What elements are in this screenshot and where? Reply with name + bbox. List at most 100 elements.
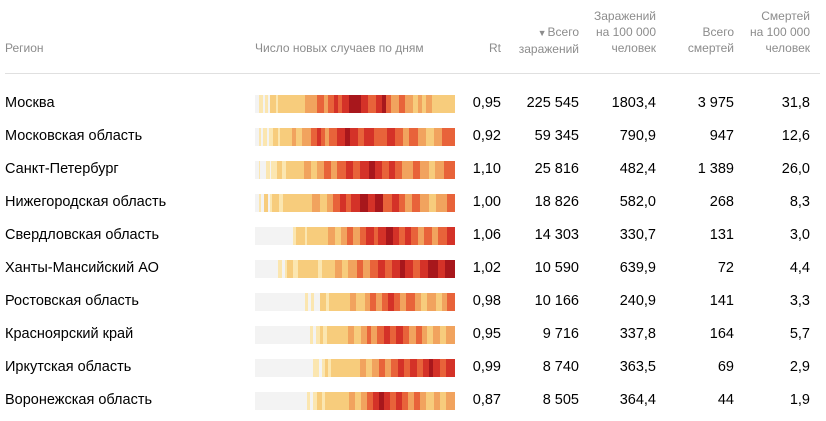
strip-segment [340,227,348,245]
strip-segment [391,260,400,278]
strip-segment [318,260,322,278]
strip-segment [364,293,371,311]
header-total-deaths[interactable]: Всего смертей [687,25,734,55]
strip-segment [444,260,455,278]
strip-segment [417,128,426,146]
strip-segment [446,326,455,344]
rt-value: 1,06 [472,227,501,243]
total-deaths-value: 3 975 [697,95,734,111]
strip-segment [320,128,325,146]
strip-segment [310,128,317,146]
strip-segment [263,128,268,146]
daily-cases-strip [255,161,455,179]
strip-segment [378,227,387,245]
strip-segment [255,128,260,146]
strip-segment [269,194,272,212]
region-name[interactable]: Санкт-Петербург [5,161,119,177]
region-name[interactable]: Иркутская область [5,359,132,375]
strip-segment [347,227,354,245]
table-row[interactable]: Московская область 0,92 59 345 790,9 947 12,6 [0,120,826,153]
strip-segment [311,293,315,311]
strip-segment [366,326,371,344]
region-name[interactable]: Свердловская область [5,227,160,243]
strip-segment [328,227,335,245]
strip-segment [431,95,455,113]
strip-segment [419,392,426,410]
strip-segment [255,326,311,344]
strip-segment [437,227,448,245]
strip-segment [398,227,405,245]
strip-segment [296,128,303,146]
strip-segment [422,359,429,377]
strip-segment [374,161,383,179]
strip-segment [353,227,360,245]
table-row[interactable]: Воронежская область 0,87 8 505 364,4 44 1,9 [0,384,826,417]
strip-segment [255,95,259,113]
table-row[interactable]: Иркутская область 0,99 8 740 363,5 69 2,9 [0,351,826,384]
total-deaths-value: 268 [709,194,734,210]
region-name[interactable]: Воронежская область [5,392,153,408]
region-name[interactable]: Москва [5,95,55,111]
strip-segment [273,128,278,146]
strip-segment [419,194,429,212]
strip-segment [404,95,413,113]
table-row[interactable]: Ростовская область 0,98 10 166 240,9 141 3,3 [0,285,826,318]
daily-cases-strip [255,95,455,113]
strip-segment [292,227,296,245]
strip-segment [341,95,350,113]
region-name[interactable]: Красноярский край [5,326,134,342]
region-name[interactable]: Ростовская область [5,293,139,309]
strip-segment [363,128,375,146]
strip-segment [370,293,377,311]
strip-segment [261,128,264,146]
header-cases-per-100k[interactable]: Заражений на 100 000 человек [593,9,656,55]
table-row[interactable]: Москва 0,95 225 545 1803,4 3 975 31,8 [0,87,826,120]
strip-segment [376,95,382,113]
strip-segment [267,128,270,146]
header-region[interactable]: Регион [5,41,44,55]
strip-segment [316,95,325,113]
strip-segment [394,128,404,146]
strip-segment [373,227,379,245]
region-name[interactable]: Ханты-Мансийский АО [5,260,159,276]
strip-segment [423,227,432,245]
rt-value: 1,10 [472,161,501,177]
strip-segment [336,161,346,179]
strip-segment [389,326,396,344]
strip-segment [255,260,279,278]
header-rt[interactable]: Rt [489,41,501,55]
strip-segment [326,293,330,311]
strip-segment [428,260,439,278]
header-deaths-per-100k[interactable]: Смертей на 100 000 человек [749,9,810,55]
strip-segment [370,326,377,344]
daily-cases-strip [255,194,455,212]
strip-segment [319,194,328,212]
table-row[interactable]: Ханты-Мансийский АО 1,02 10 590 639,9 72 4,4 [0,252,826,285]
strip-segment [311,161,317,179]
strip-segment [447,194,455,212]
total-cases-value: 59 345 [534,128,579,144]
strip-segment [325,359,328,377]
daily-cases-strip [255,326,455,344]
region-name[interactable]: Нижегородская область [5,194,167,210]
strip-segment [412,194,420,212]
strip-segment [349,128,358,146]
table-row[interactable]: Нижегородская область 1,00 18 826 582,0 268 8… [0,186,826,219]
strip-segment [276,95,279,113]
header-total-cases[interactable]: ▼Всего заражений [518,25,579,56]
strip-segment [310,326,313,344]
strip-segment [276,161,283,179]
strip-segment [421,326,428,344]
table-row[interactable]: Санкт-Петербург 1,10 25 816 482,4 1 389 26,0 [0,153,826,186]
table-row[interactable]: Свердловская область 1,06 14 303 330,7 131 3,… [0,219,826,252]
strip-segment [337,95,342,113]
strip-segment [264,95,269,113]
total-deaths-value: 1 389 [697,161,734,177]
cases-per-100k-value: 790,9 [619,128,656,144]
strip-segment [420,161,430,179]
strip-segment [262,95,265,113]
strip-segment [403,359,410,377]
table-row[interactable]: Красноярский край 0,95 9 716 337,8 164 5,7 [0,318,826,351]
strip-segment [399,194,405,212]
region-name[interactable]: Московская область [5,128,143,144]
